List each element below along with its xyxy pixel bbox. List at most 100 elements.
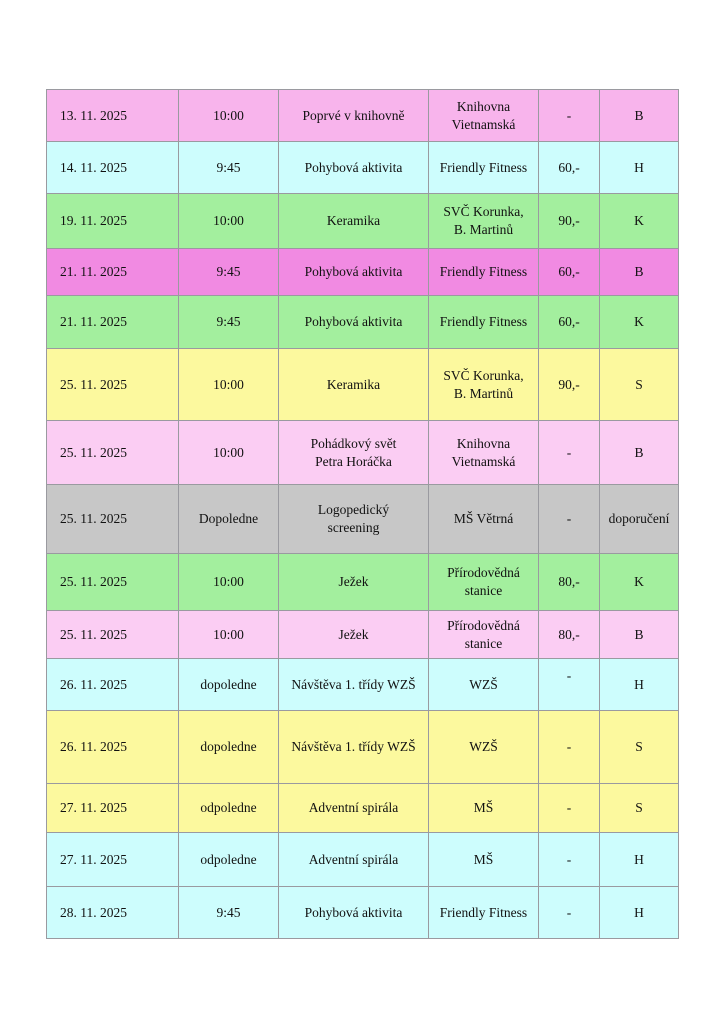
- events-table: 13. 11. 2025 10:00 Poprvé v knihovně Kni…: [46, 89, 679, 939]
- cell-code: B: [599, 610, 679, 659]
- cell-price: -: [538, 832, 600, 887]
- cell-time: Dopoledne: [178, 484, 279, 554]
- cell-time: 10:00: [178, 89, 279, 142]
- table-row: 25. 11. 2025 10:00 Keramika SVČ Korunka,…: [46, 348, 679, 421]
- cell-location: Friendly Fitness: [428, 295, 539, 349]
- cell-code: H: [599, 658, 679, 711]
- table-row: 25. 11. 2025 Dopoledne Logopedický scree…: [46, 484, 679, 554]
- cell-price: 60,-: [538, 295, 600, 349]
- cell-event: Ježek: [278, 610, 429, 659]
- cell-event: Pohybová aktivita: [278, 295, 429, 349]
- cell-event: Keramika: [278, 193, 429, 249]
- cell-code: H: [599, 886, 679, 939]
- cell-price: -: [538, 89, 600, 142]
- table-row: 25. 11. 2025 10:00 Ježek Přírodovědná st…: [46, 553, 679, 611]
- cell-price: -: [538, 484, 600, 554]
- cell-location: Friendly Fitness: [428, 886, 539, 939]
- cell-date: 14. 11. 2025: [46, 141, 179, 194]
- cell-code: S: [599, 710, 679, 784]
- cell-time: 10:00: [178, 348, 279, 421]
- cell-event: Ježek: [278, 553, 429, 611]
- cell-date: 26. 11. 2025: [46, 710, 179, 784]
- cell-date: 21. 11. 2025: [46, 248, 179, 296]
- table-row: 28. 11. 2025 9:45 Pohybová aktivita Frie…: [46, 886, 679, 939]
- cell-price: -: [538, 710, 600, 784]
- table-row: 25. 11. 2025 10:00 Ježek Přírodovědná st…: [46, 610, 679, 659]
- cell-code: doporučení: [599, 484, 679, 554]
- cell-location: Přírodovědná stanice: [428, 553, 539, 611]
- cell-location: WZŠ: [428, 658, 539, 711]
- cell-date: 28. 11. 2025: [46, 886, 179, 939]
- cell-date: 25. 11. 2025: [46, 484, 179, 554]
- cell-price: 90,-: [538, 193, 600, 249]
- cell-price: 80,-: [538, 553, 600, 611]
- cell-price: 60,-: [538, 248, 600, 296]
- cell-event: Návštěva 1. třídy WZŠ: [278, 658, 429, 711]
- cell-date: 25. 11. 2025: [46, 553, 179, 611]
- cell-event: Pohybová aktivita: [278, 141, 429, 194]
- table-row: 25. 11. 2025 10:00 Pohádkový svět Petra …: [46, 420, 679, 485]
- table-row: 27. 11. 2025 odpoledne Adventní spirála …: [46, 783, 679, 833]
- cell-time: 10:00: [178, 610, 279, 659]
- cell-time: 9:45: [178, 886, 279, 939]
- table-row: 26. 11. 2025 dopoledne Návštěva 1. třídy…: [46, 658, 679, 711]
- events-table-body: 13. 11. 2025 10:00 Poprvé v knihovně Kni…: [46, 89, 679, 939]
- cell-price: -: [538, 783, 600, 833]
- table-row: 19. 11. 2025 10:00 Keramika SVČ Korunka,…: [46, 193, 679, 249]
- cell-location: Friendly Fitness: [428, 141, 539, 194]
- cell-date: 19. 11. 2025: [46, 193, 179, 249]
- cell-code: H: [599, 832, 679, 887]
- cell-code: K: [599, 295, 679, 349]
- cell-date: 25. 11. 2025: [46, 420, 179, 485]
- cell-event: Pohybová aktivita: [278, 886, 429, 939]
- cell-location: MŠ: [428, 783, 539, 833]
- table-row: 27. 11. 2025 odpoledne Adventní spirála …: [46, 832, 679, 887]
- cell-time: odpoledne: [178, 832, 279, 887]
- cell-date: 26. 11. 2025: [46, 658, 179, 711]
- cell-time: odpoledne: [178, 783, 279, 833]
- cell-event: Logopedický screening: [278, 484, 429, 554]
- cell-code: B: [599, 248, 679, 296]
- cell-event: Návštěva 1. třídy WZŠ: [278, 710, 429, 784]
- cell-location: MŠ: [428, 832, 539, 887]
- cell-location: Knihovna Vietnamská: [428, 420, 539, 485]
- cell-event: Keramika: [278, 348, 429, 421]
- cell-location: MŠ Větrná: [428, 484, 539, 554]
- cell-code: K: [599, 193, 679, 249]
- cell-location: SVČ Korunka, B. Martinů: [428, 348, 539, 421]
- cell-price: -: [538, 886, 600, 939]
- cell-time: dopoledne: [178, 710, 279, 784]
- cell-location: SVČ Korunka, B. Martinů: [428, 193, 539, 249]
- cell-time: 9:45: [178, 295, 279, 349]
- cell-time: 10:00: [178, 193, 279, 249]
- cell-code: H: [599, 141, 679, 194]
- cell-time: 10:00: [178, 420, 279, 485]
- cell-date: 25. 11. 2025: [46, 348, 179, 421]
- cell-time: 9:45: [178, 248, 279, 296]
- cell-event: Adventní spirála: [278, 783, 429, 833]
- cell-code: S: [599, 348, 679, 421]
- cell-price: -: [538, 658, 600, 711]
- cell-event: Adventní spirála: [278, 832, 429, 887]
- cell-event: Pohybová aktivita: [278, 248, 429, 296]
- cell-code: B: [599, 420, 679, 485]
- cell-event: Pohádkový svět Petra Horáčka: [278, 420, 429, 485]
- cell-date: 21. 11. 2025: [46, 295, 179, 349]
- cell-price: 80,-: [538, 610, 600, 659]
- cell-time: 9:45: [178, 141, 279, 194]
- cell-code: S: [599, 783, 679, 833]
- cell-date: 13. 11. 2025: [46, 89, 179, 142]
- cell-location: Friendly Fitness: [428, 248, 539, 296]
- cell-location: Přírodovědná stanice: [428, 610, 539, 659]
- cell-price: 60,-: [538, 141, 600, 194]
- cell-date: 27. 11. 2025: [46, 832, 179, 887]
- table-row: 21. 11. 2025 9:45 Pohybová aktivita Frie…: [46, 295, 679, 349]
- table-row: 26. 11. 2025 dopoledne Návštěva 1. třídy…: [46, 710, 679, 784]
- table-row: 14. 11. 2025 9:45 Pohybová aktivita Frie…: [46, 141, 679, 194]
- cell-price: 90,-: [538, 348, 600, 421]
- cell-price: -: [538, 420, 600, 485]
- cell-location: Knihovna Vietnamská: [428, 89, 539, 142]
- table-row: 13. 11. 2025 10:00 Poprvé v knihovně Kni…: [46, 89, 679, 142]
- cell-code: K: [599, 553, 679, 611]
